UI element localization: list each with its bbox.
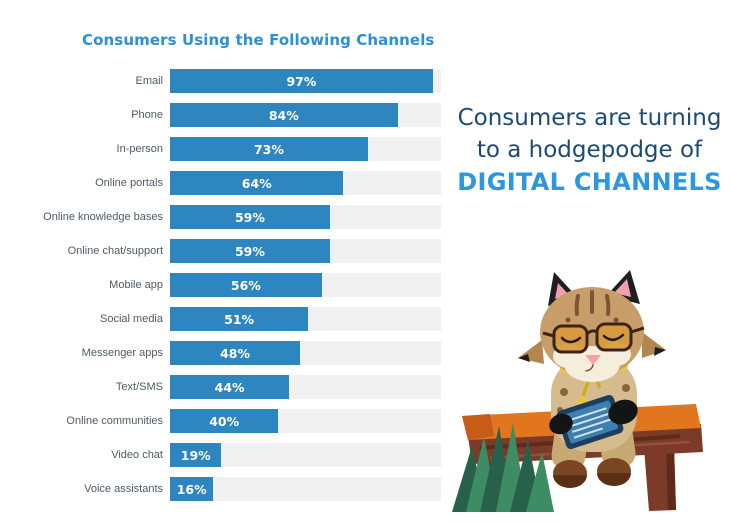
bar: 44% — [170, 375, 290, 399]
value-label: 51% — [224, 311, 255, 327]
bar-track: 51% — [170, 307, 441, 331]
value-label: 40% — [209, 413, 240, 429]
bar-track: 97% — [170, 69, 441, 93]
bar-row: Social media 51% — [0, 307, 441, 331]
value-label: 97% — [286, 73, 317, 89]
category-label: Online communities — [66, 415, 163, 427]
bar: 84% — [170, 103, 398, 127]
bar: 59% — [170, 205, 330, 229]
category-label: Text/SMS — [115, 381, 163, 393]
value-label: 73% — [253, 141, 284, 157]
bar: 40% — [170, 409, 279, 433]
bar-track: 16% — [170, 477, 441, 501]
value-label: 19% — [180, 447, 211, 463]
bar: 73% — [170, 137, 368, 161]
value-label: 59% — [234, 243, 265, 259]
category-label: Mobile app — [109, 279, 163, 291]
bar-row: Text/SMS 44% — [0, 375, 441, 399]
category-label: Online portals — [95, 177, 163, 189]
bar-row: Mobile app 56% — [0, 273, 441, 297]
bar-track: 73% — [170, 137, 441, 161]
bar-track: 19% — [170, 443, 441, 467]
bar-row: Phone 84% — [0, 103, 441, 127]
category-label: Voice assistants — [84, 483, 163, 495]
headline-line-1: Consumers are turning — [457, 105, 722, 131]
bar-row: Voice assistants 16% — [0, 477, 441, 501]
headline-line-2: to a hodgepodge of — [476, 137, 703, 163]
bar-chart: Email 97% Phone 84% In-person 73% Online porta… — [0, 69, 441, 501]
bar: 64% — [170, 171, 344, 195]
bar: 51% — [170, 307, 309, 331]
bar-track: 48% — [170, 341, 441, 365]
value-label: 48% — [220, 345, 250, 361]
category-label: Phone — [131, 109, 163, 121]
bar-row: Online knowledge bases 59% — [0, 205, 441, 229]
bar: 97% — [170, 69, 433, 93]
bar-row: Video chat 19% — [0, 443, 441, 467]
bar: 59% — [170, 239, 330, 263]
category-label: Social media — [100, 313, 163, 325]
bar-track: 40% — [170, 409, 441, 433]
bar-row: Email 97% — [0, 69, 441, 93]
category-label: Video chat — [111, 449, 163, 461]
category-label: Online knowledge bases — [43, 211, 163, 223]
value-label: 59% — [234, 209, 265, 225]
bar-row: In-person 73% — [0, 137, 441, 161]
grass-illustration — [452, 423, 554, 512]
bar: 16% — [170, 477, 214, 501]
bar-track: 59% — [170, 239, 441, 263]
bar-track: 44% — [170, 375, 441, 399]
category-label: In-person — [116, 143, 163, 155]
category-label: Messenger apps — [81, 347, 163, 359]
bar-track: 64% — [170, 171, 441, 195]
bar-row: Online communities 40% — [0, 409, 441, 433]
value-label: 84% — [268, 107, 299, 123]
bar: 56% — [170, 273, 322, 297]
bar: 19% — [170, 443, 222, 467]
category-label: Email — [135, 75, 163, 87]
bobcat-mascot-illustration — [452, 270, 703, 512]
bar-track: 56% — [170, 273, 441, 297]
bar-row: Online portals 64% — [0, 171, 441, 195]
value-label: 44% — [214, 379, 245, 395]
value-label: 56% — [230, 277, 261, 293]
chart-title: Consumers Using the Following Channels — [82, 31, 435, 49]
value-label: 64% — [241, 175, 272, 191]
headline-accent: DIGITAL CHANNELS — [457, 168, 722, 196]
bar-row: Messenger apps 48% — [0, 341, 441, 365]
bar-track: 84% — [170, 103, 441, 127]
bar-track: 59% — [170, 205, 441, 229]
category-label: Online chat/support — [67, 245, 163, 257]
headline: Consumers are turning to a hodgepodge of… — [448, 102, 731, 198]
value-label: 16% — [176, 481, 207, 497]
bar: 48% — [170, 341, 301, 365]
bar-row: Online chat/support 59% — [0, 239, 441, 263]
bobcat-mascot — [518, 270, 666, 488]
